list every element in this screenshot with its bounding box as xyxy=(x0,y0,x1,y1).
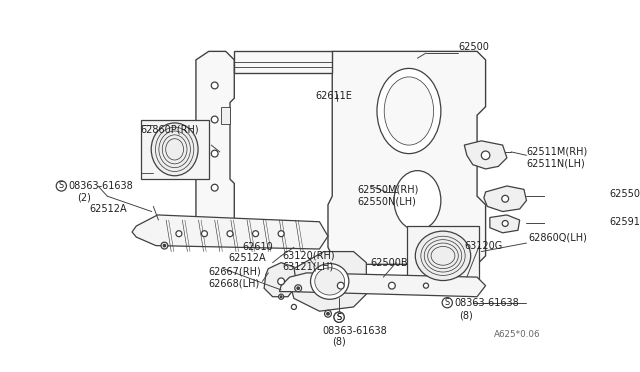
Text: S: S xyxy=(445,298,450,307)
Circle shape xyxy=(326,312,329,315)
Circle shape xyxy=(278,278,285,285)
Polygon shape xyxy=(234,51,332,73)
Text: 62500B: 62500B xyxy=(371,258,408,267)
Circle shape xyxy=(334,312,344,322)
Text: 62860P(RH): 62860P(RH) xyxy=(141,125,199,135)
Text: 62668(LH): 62668(LH) xyxy=(209,278,260,288)
Text: (8): (8) xyxy=(332,336,346,346)
Circle shape xyxy=(324,310,332,317)
Ellipse shape xyxy=(415,231,470,280)
Ellipse shape xyxy=(310,263,349,299)
Text: 63120(RH): 63120(RH) xyxy=(283,251,335,261)
Circle shape xyxy=(202,231,207,237)
Circle shape xyxy=(161,242,168,249)
Text: 63120G: 63120G xyxy=(464,241,502,251)
Circle shape xyxy=(253,231,259,237)
Text: 62550M(RH): 62550M(RH) xyxy=(358,185,419,195)
Text: 62512A: 62512A xyxy=(90,204,127,214)
Polygon shape xyxy=(264,263,296,297)
Polygon shape xyxy=(490,215,520,233)
Text: 62611E: 62611E xyxy=(316,91,352,101)
Polygon shape xyxy=(280,273,486,297)
Polygon shape xyxy=(132,215,328,249)
Circle shape xyxy=(211,184,218,191)
Circle shape xyxy=(295,285,301,292)
Polygon shape xyxy=(196,51,234,230)
Text: A625*0.06: A625*0.06 xyxy=(494,330,541,339)
Circle shape xyxy=(388,282,396,289)
Ellipse shape xyxy=(384,77,434,145)
Circle shape xyxy=(297,287,300,289)
Ellipse shape xyxy=(151,123,198,176)
Polygon shape xyxy=(141,119,209,179)
Circle shape xyxy=(211,150,218,157)
Polygon shape xyxy=(464,141,507,169)
Circle shape xyxy=(278,231,284,237)
Polygon shape xyxy=(221,107,230,124)
Circle shape xyxy=(176,231,182,237)
Circle shape xyxy=(481,151,490,160)
Circle shape xyxy=(424,283,429,288)
Polygon shape xyxy=(407,226,479,286)
Text: 08363-61638: 08363-61638 xyxy=(454,298,519,308)
Text: 62550D: 62550D xyxy=(609,189,640,199)
Text: 62610: 62610 xyxy=(243,242,273,252)
Text: 62667(RH): 62667(RH) xyxy=(209,266,262,276)
Text: S: S xyxy=(337,313,342,322)
Circle shape xyxy=(502,195,509,202)
Text: 08363-61638: 08363-61638 xyxy=(322,326,387,336)
Circle shape xyxy=(227,231,233,237)
Polygon shape xyxy=(290,251,366,311)
Text: 63121(LH): 63121(LH) xyxy=(283,262,334,272)
Circle shape xyxy=(442,298,452,308)
Circle shape xyxy=(211,116,218,123)
Text: 62511N(LH): 62511N(LH) xyxy=(527,159,585,169)
Polygon shape xyxy=(328,51,486,264)
Circle shape xyxy=(502,221,508,227)
Circle shape xyxy=(337,282,344,289)
Polygon shape xyxy=(484,186,527,212)
Text: 08363-61638: 08363-61638 xyxy=(68,181,133,191)
Text: S: S xyxy=(59,182,64,190)
Text: 62550N(LH): 62550N(LH) xyxy=(358,196,417,206)
Ellipse shape xyxy=(394,171,441,230)
Circle shape xyxy=(280,296,282,298)
Text: 62591: 62591 xyxy=(609,217,640,227)
Ellipse shape xyxy=(315,268,344,295)
Circle shape xyxy=(334,312,344,322)
Circle shape xyxy=(211,82,218,89)
Text: 62512A: 62512A xyxy=(228,253,266,263)
Circle shape xyxy=(278,294,284,299)
Text: 62500: 62500 xyxy=(458,42,489,52)
Text: (2): (2) xyxy=(77,193,90,203)
Text: 62860Q(LH): 62860Q(LH) xyxy=(528,232,587,242)
Text: (8): (8) xyxy=(459,311,473,320)
Text: 62511M(RH): 62511M(RH) xyxy=(527,147,588,157)
Text: S: S xyxy=(337,313,342,322)
Ellipse shape xyxy=(377,68,441,154)
Circle shape xyxy=(56,181,67,191)
Circle shape xyxy=(291,304,296,310)
Circle shape xyxy=(163,244,166,247)
